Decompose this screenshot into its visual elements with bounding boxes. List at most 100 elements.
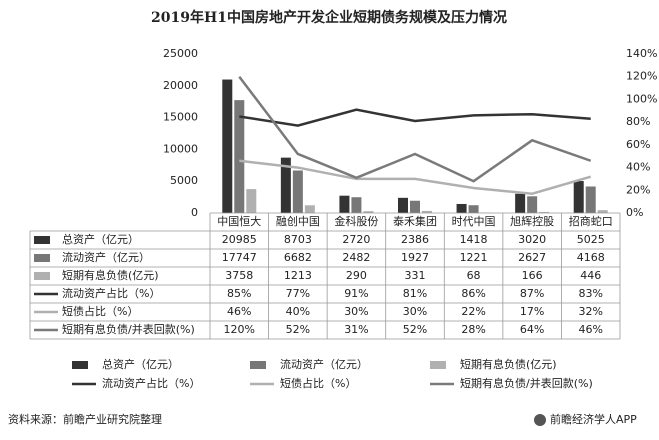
legend-label: 短期有息负债(亿元) <box>460 357 557 371</box>
table-cell: 1418 <box>460 233 488 246</box>
table-cell: 52% <box>286 323 310 336</box>
bar <box>280 157 291 213</box>
table-cell: 8703 <box>284 233 312 246</box>
table-cell: 1213 <box>284 269 312 282</box>
bar <box>456 203 467 213</box>
y2-tick-label: 80% <box>626 115 650 128</box>
bar <box>573 181 584 213</box>
table-cell: 446 <box>580 269 601 282</box>
table-cell: 64% <box>520 323 544 336</box>
table-cell: 3020 <box>518 233 546 246</box>
bar <box>234 100 245 213</box>
bar <box>410 200 420 213</box>
line-series <box>238 75 592 183</box>
legend-key <box>250 361 266 369</box>
table-cell: 166 <box>522 269 543 282</box>
brand: 前瞻经济学人APP <box>550 412 637 426</box>
bar <box>585 186 596 213</box>
table-cell: 86% <box>461 287 485 300</box>
table-cell: 30% <box>344 305 368 318</box>
table-cell: 2720 <box>342 233 370 246</box>
legend-label: 流动资产（亿元） <box>280 357 368 371</box>
table-cell: 6682 <box>284 251 312 264</box>
table-row-label: 短期有息负债(亿元) <box>62 268 159 282</box>
legend-label: 短债占比（%） <box>280 376 356 390</box>
x-tick-label: 旭辉控股 <box>510 214 554 228</box>
x-tick-label: 中国恒大 <box>217 214 261 228</box>
table-cell: 1927 <box>401 251 429 264</box>
table-cell: 30% <box>403 305 427 318</box>
x-tick-label: 招商蛇口 <box>569 214 613 228</box>
bar <box>539 211 550 213</box>
table-cell: 17% <box>520 305 544 318</box>
legend-label: 短期有息负债/并表回款(%) <box>460 376 593 390</box>
table-cell: 2482 <box>342 251 370 264</box>
table-cell: 4168 <box>577 251 605 264</box>
y2-tick-label: 100% <box>626 92 657 105</box>
table-cell: 32% <box>578 305 602 318</box>
table-cell: 17747 <box>222 251 257 264</box>
y-tick-label: 0 <box>191 206 198 219</box>
table-cell: 77% <box>286 287 310 300</box>
y2-tick-label: 140% <box>626 47 657 60</box>
brand-icon <box>534 414 546 426</box>
table-cell: 2386 <box>401 233 429 246</box>
y-tick-label: 5000 <box>170 174 198 187</box>
bar <box>398 197 408 213</box>
y2-tick-label: 120% <box>626 70 657 83</box>
table-cell: 83% <box>578 287 602 300</box>
table-cell: 20985 <box>222 233 257 246</box>
table-row-label: 流动资产占比（%） <box>62 286 160 300</box>
table-cell: 81% <box>403 287 427 300</box>
bar <box>363 211 374 213</box>
chart-title: 2019年H1中国房地产开发企业短期债务规模及压力情况 <box>151 9 507 26</box>
table-cell: 331 <box>405 269 426 282</box>
bar <box>515 193 526 213</box>
y-tick-label: 15000 <box>163 111 198 124</box>
table-cell: 87% <box>520 287 544 300</box>
line-series <box>239 108 591 127</box>
table-cell: 22% <box>461 305 485 318</box>
y2-tick-label: 40% <box>626 161 650 174</box>
table-row-label: 短期有息负债/并表回款(%) <box>62 322 195 336</box>
y-tick-label: 10000 <box>163 142 198 155</box>
x-tick-label: 时代中国 <box>452 215 496 228</box>
bar <box>422 210 432 213</box>
table-cell: 2627 <box>518 251 546 264</box>
bar <box>339 195 350 213</box>
table-cell: 52% <box>403 323 427 336</box>
bar <box>292 170 303 213</box>
table-cell: 28% <box>461 323 485 336</box>
table-cell: 120% <box>224 323 255 336</box>
bar <box>468 205 479 213</box>
legend-key <box>72 361 88 369</box>
x-tick-label: 泰禾集团 <box>393 214 437 228</box>
line-series <box>239 159 592 195</box>
legend-key <box>430 361 446 369</box>
x-tick-label: 金科股份 <box>334 214 378 228</box>
y2-tick-label: 0% <box>626 206 643 219</box>
bar <box>222 79 233 213</box>
table-cell: 31% <box>344 323 368 336</box>
legend-label: 流动资产占比（%） <box>102 376 200 390</box>
table-cell: 3758 <box>225 269 253 282</box>
bar <box>597 210 608 213</box>
table-row-label: 短债占比（%） <box>62 304 138 318</box>
bar <box>351 197 362 213</box>
table-key <box>34 254 50 262</box>
bar <box>246 189 257 213</box>
table-cell: 1221 <box>460 251 488 264</box>
table-cell: 85% <box>227 287 251 300</box>
table-row-label: 总资产（亿元） <box>62 232 139 246</box>
table-cell: 46% <box>227 305 251 318</box>
y2-tick-label: 20% <box>626 183 650 196</box>
table-row-label: 流动资产（亿元） <box>62 250 150 264</box>
legend-label: 总资产（亿元） <box>102 357 179 371</box>
table-cell: 46% <box>578 323 602 336</box>
y-tick-label: 25000 <box>163 47 198 60</box>
bar <box>304 205 315 213</box>
y2-tick-label: 60% <box>626 138 650 151</box>
table-cell: 68 <box>467 269 481 282</box>
